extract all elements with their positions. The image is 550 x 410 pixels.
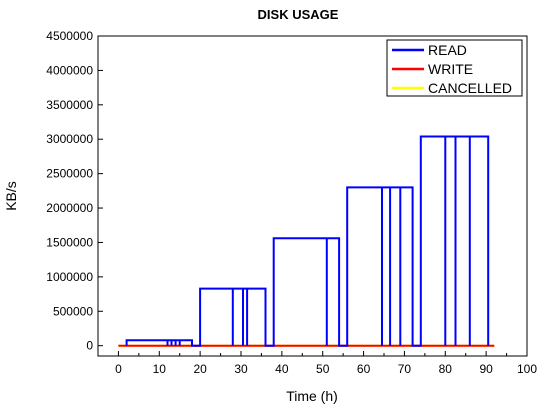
x-axis-label: Time (h): [286, 388, 338, 404]
x-tick-label: 30: [234, 362, 248, 376]
legend-label-read: READ: [428, 42, 467, 58]
chart-title: DISK USAGE: [258, 7, 339, 22]
series-layer: [118, 135, 495, 347]
x-tick-label: 70: [398, 362, 412, 376]
x-tick-label: 80: [439, 362, 453, 376]
y-tick-label: 2500000: [46, 167, 93, 181]
y-tick-label: 500000: [53, 304, 93, 318]
x-tick-label: 10: [153, 362, 167, 376]
x-tick-label: 0: [115, 362, 122, 376]
x-tick-label: 60: [357, 362, 371, 376]
y-tick-label: 1500000: [46, 235, 93, 249]
y-axis-label: KB/s: [3, 181, 19, 211]
x-tick-label: 20: [193, 362, 207, 376]
legend-label-write: WRITE: [428, 61, 473, 77]
y-tick-label: 0: [86, 339, 93, 353]
legend-label-cancelled: CANCELLED: [428, 80, 512, 96]
y-tick-label: 4500000: [46, 29, 93, 43]
x-axis: 0 10 20 30 40 50 60 70 80 90 100: [115, 351, 537, 376]
plot-frame: [97, 35, 528, 357]
x-tick-label: 100: [517, 362, 537, 376]
y-tick-label: 3500000: [46, 98, 93, 112]
x-tick-label: 50: [316, 362, 330, 376]
legend: READ WRITE CANCELLED: [386, 39, 523, 97]
y-tick-label: 1000000: [46, 270, 93, 284]
series-line-read: [125, 135, 490, 347]
y-tick-label: 2000000: [46, 201, 93, 215]
y-tick-label: 4000000: [46, 63, 93, 77]
y-tick-label: 3000000: [46, 132, 93, 146]
x-tick-label: 40: [275, 362, 289, 376]
x-tick-label: 90: [479, 362, 493, 376]
y-axis: 0 500000 1000000 1500000 2000000 2500000 30000…: [46, 29, 103, 353]
